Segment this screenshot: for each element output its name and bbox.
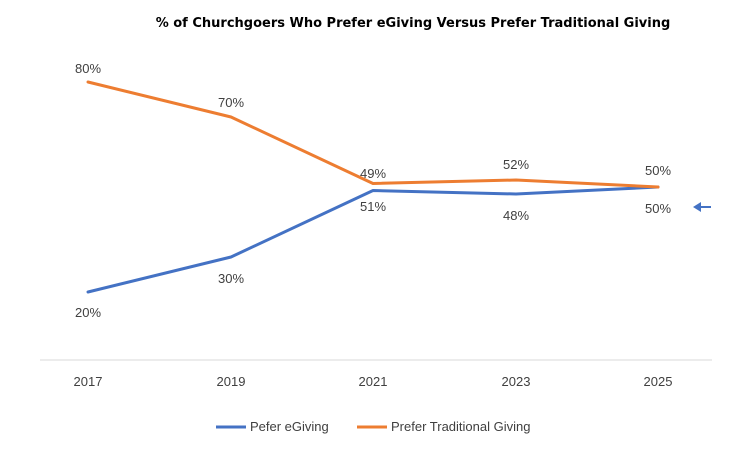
arrow-head: [693, 202, 701, 212]
data-label: 20%: [75, 305, 101, 320]
data-label: 52%: [503, 157, 529, 172]
data-label: 70%: [218, 95, 244, 110]
data-label: 50%: [645, 201, 671, 216]
legend-label: Prefer Traditional Giving: [391, 419, 530, 434]
x-tick-label: 2021: [359, 374, 388, 389]
legend: Pefer eGiving Prefer Traditional Giving: [216, 419, 530, 434]
x-tick-label: 2025: [644, 374, 673, 389]
x-axis-ticks: 2017 2019 2021 2023 2025: [74, 374, 673, 389]
data-label: 48%: [503, 208, 529, 223]
data-label: 30%: [218, 271, 244, 286]
legend-label: Pefer eGiving: [250, 419, 329, 434]
data-labels: 20% 30% 49% 48% 50% 80% 70% 51% 52% 50%: [75, 61, 671, 320]
data-label: 80%: [75, 61, 101, 76]
chart-title: % of Churchgoers Who Prefer eGiving Vers…: [156, 16, 671, 31]
series-line-0: [86, 185, 660, 294]
series-line-1: [86, 80, 660, 189]
annotation-arrow-icon: [693, 202, 711, 212]
data-label: 51%: [360, 199, 386, 214]
series-lines: [86, 80, 660, 294]
x-tick-label: 2023: [502, 374, 531, 389]
x-tick-label: 2019: [217, 374, 246, 389]
data-label: 49%: [360, 166, 386, 181]
data-label: 50%: [645, 163, 671, 178]
x-tick-label: 2017: [74, 374, 103, 389]
